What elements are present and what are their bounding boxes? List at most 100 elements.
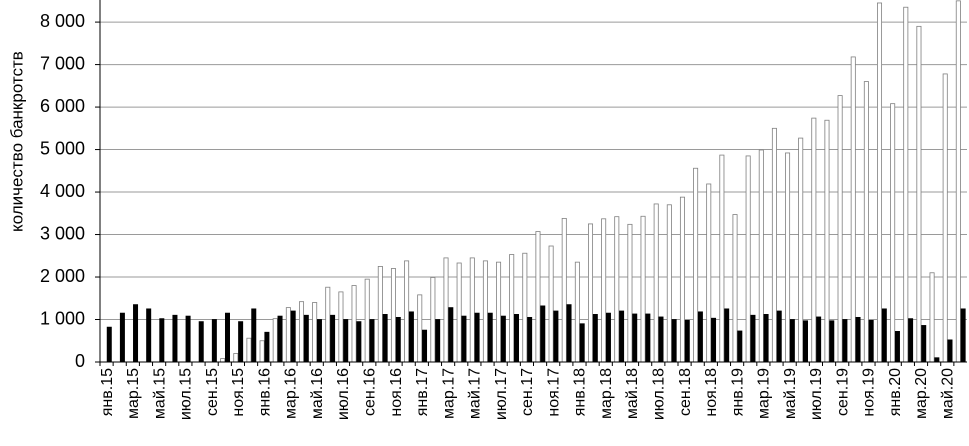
x-tick-label: янв.18 xyxy=(572,368,589,416)
bar xyxy=(119,312,125,363)
bar xyxy=(877,2,883,363)
bar xyxy=(750,314,756,363)
bar xyxy=(881,308,887,363)
x-tick-label: сен.17 xyxy=(519,368,536,416)
bar xyxy=(448,307,454,363)
bar xyxy=(343,319,349,363)
x-tick-label: сен.18 xyxy=(677,368,694,416)
bar xyxy=(408,311,414,363)
x-tick-label: май.16 xyxy=(309,368,326,419)
x-tick-label: май.18 xyxy=(624,368,641,419)
bar xyxy=(671,319,677,363)
x-tick-label: июл.19 xyxy=(808,368,825,420)
bar xyxy=(745,155,751,363)
bar xyxy=(890,103,896,363)
x-tick-label: сен.16 xyxy=(362,368,379,416)
bar xyxy=(496,261,502,363)
bar xyxy=(364,278,370,363)
bar xyxy=(758,149,764,363)
bar xyxy=(377,266,383,363)
bar xyxy=(316,319,322,363)
bar xyxy=(369,319,375,363)
x-tick-label: ноя.19 xyxy=(861,368,878,417)
y-tick-label: 3 000 xyxy=(40,223,85,243)
bar xyxy=(211,319,217,363)
bar xyxy=(299,301,305,363)
bar xyxy=(566,304,572,363)
bar xyxy=(679,196,685,363)
bar xyxy=(724,308,730,363)
bar xyxy=(942,73,948,363)
bar xyxy=(146,308,152,363)
bar xyxy=(894,331,900,363)
x-tick-label: сен.19 xyxy=(834,368,851,416)
bar xyxy=(548,245,554,363)
bar xyxy=(264,331,270,363)
bar xyxy=(487,312,493,363)
bar xyxy=(798,137,804,363)
bar xyxy=(903,6,909,363)
bar xyxy=(259,340,265,363)
x-tick-label: янв.20 xyxy=(887,368,904,416)
bar xyxy=(540,305,546,363)
bar xyxy=(290,310,296,363)
bar xyxy=(474,312,480,363)
bar xyxy=(588,223,594,363)
bar xyxy=(220,358,226,363)
bar xyxy=(605,312,611,363)
bar xyxy=(653,203,659,363)
bar xyxy=(285,307,291,363)
bar xyxy=(185,315,191,363)
x-tick-label: май.15 xyxy=(151,368,168,419)
x-tick-label: май.19 xyxy=(782,368,799,419)
bar xyxy=(640,215,646,363)
y-tick-label: 5 000 xyxy=(40,138,85,158)
bar xyxy=(785,152,791,363)
x-tick-label: май.20 xyxy=(940,368,957,419)
bar xyxy=(934,357,940,363)
bar xyxy=(645,313,651,363)
bar xyxy=(614,216,620,363)
bar xyxy=(527,316,533,363)
bar xyxy=(863,81,869,363)
x-tick-label: мар.19 xyxy=(756,368,773,419)
bar xyxy=(719,154,725,363)
bar xyxy=(522,252,528,363)
y-tick-label: 4 000 xyxy=(40,181,85,201)
bar xyxy=(824,119,830,363)
y-tick-label: 6 000 xyxy=(40,96,85,116)
bar xyxy=(837,95,843,363)
bar xyxy=(627,223,633,363)
bar xyxy=(535,231,541,363)
bar xyxy=(553,310,559,363)
bar xyxy=(106,326,112,363)
bar xyxy=(601,218,607,363)
bar xyxy=(238,321,244,363)
bar xyxy=(816,316,822,363)
x-tick-label: июл.15 xyxy=(178,368,195,420)
x-tick-label: ноя.15 xyxy=(230,368,247,417)
bar xyxy=(763,314,769,363)
x-tick-label: сен.15 xyxy=(204,368,221,416)
bar xyxy=(277,315,283,363)
bar xyxy=(579,323,585,363)
bar xyxy=(829,320,835,363)
bar xyxy=(159,318,165,363)
bar xyxy=(246,337,252,363)
bar xyxy=(303,314,309,363)
bar xyxy=(711,317,717,363)
bar xyxy=(855,316,861,363)
bar xyxy=(351,285,357,363)
y-tick-label: 8 000 xyxy=(40,11,85,31)
bar xyxy=(443,257,449,363)
bar xyxy=(251,308,257,363)
x-tick-label: мар.20 xyxy=(913,368,930,419)
bar xyxy=(233,353,239,363)
bar xyxy=(574,261,580,363)
bar xyxy=(172,314,178,363)
bar xyxy=(224,312,230,363)
bar xyxy=(619,310,625,363)
bar xyxy=(272,318,278,363)
bar xyxy=(395,316,401,363)
bar xyxy=(802,320,808,363)
